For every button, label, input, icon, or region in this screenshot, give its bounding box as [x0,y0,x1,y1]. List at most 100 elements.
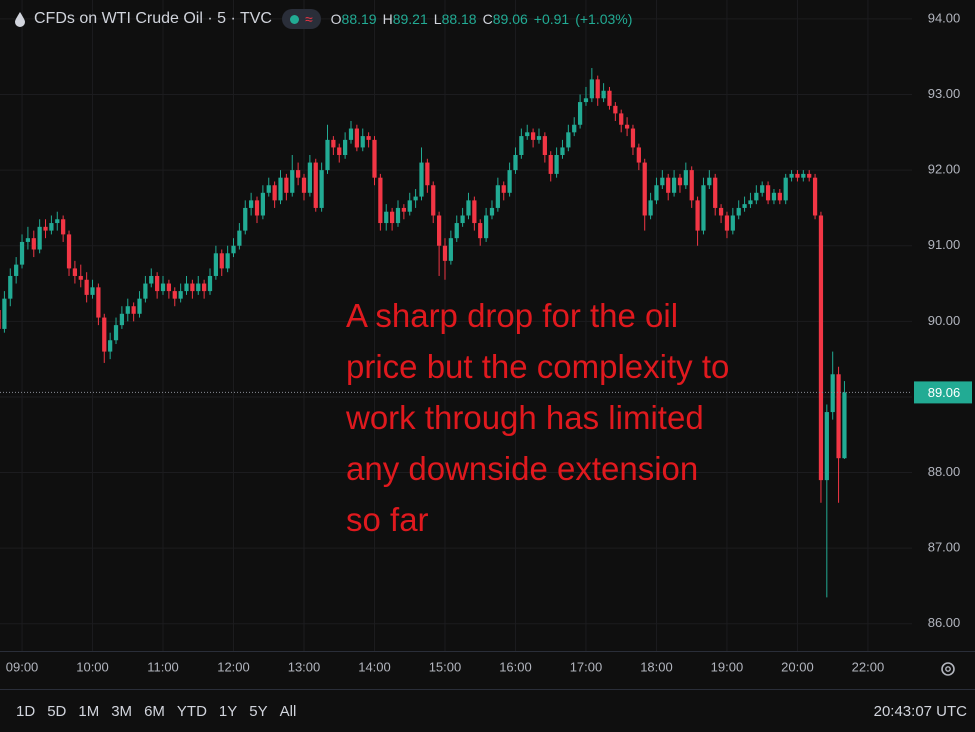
candle-body [730,215,735,231]
candle-body [771,192,777,201]
candle-body [366,136,371,140]
candle-body [31,238,36,250]
candle-body [25,238,31,242]
candle-body [372,139,377,178]
candle-body [313,162,318,208]
y-tick-label: 94.00 [928,10,961,25]
candle-body [789,173,794,178]
candle-body [37,226,42,250]
candle-body [660,177,665,186]
candle-body [307,162,312,193]
settings-icon[interactable] [941,662,955,676]
candle-body [595,79,600,99]
x-tick-label: 18:00 [640,659,673,674]
candle-body [301,177,307,193]
candle-body [619,113,624,125]
x-tick-label: 17:00 [570,659,603,674]
ohlc-label: O [330,11,342,27]
candle-body [8,275,13,299]
range-button[interactable]: 1D [16,703,36,720]
candle-body [812,177,818,216]
candle-body [701,185,706,231]
candle-body [72,268,78,276]
range-button[interactable]: 5Y [249,703,268,720]
symbol-title: CFDs on WTI Crude Oil · 5 · TVC [34,10,272,27]
candle-body [66,234,72,269]
header: CFDs on WTI Crude Oil · 5 · TVC ≈ O 88.19… [14,9,638,29]
candle-body [448,238,453,261]
candle-body [266,185,271,193]
y-tick-label: 86.00 [928,615,961,630]
y-tick-label: 93.00 [928,86,961,101]
y-tick-label: 88.00 [928,464,961,479]
annotation-line: work through has limited [346,399,704,436]
candle-body [207,275,213,292]
candle-body [243,207,248,231]
candle-body [219,253,224,269]
candle-body [290,170,295,193]
candle-body [260,192,265,216]
candle-body [348,128,354,140]
candle-body [654,185,659,201]
candle-body [671,177,677,193]
candle-body [0,310,1,329]
candle-body [254,200,260,216]
candle-body [713,177,718,208]
candle-body [84,279,89,295]
candle-body [419,162,424,197]
candle-body [583,98,589,103]
candle-body [401,207,406,212]
range-button[interactable]: 6M [144,703,165,720]
candle-body [343,139,348,155]
candle-body [630,128,636,148]
candle-body [149,275,154,284]
candle-body [736,207,741,216]
status-pill[interactable]: ≈ [281,9,321,29]
candle-body [613,105,618,114]
candle-body [636,147,641,163]
annotation: A sharp drop for the oil price but the co… [346,290,729,545]
ohlc-value: 88.18 [441,11,477,27]
clock: 20:43:07 UTC [873,703,967,720]
candle-body [278,177,283,201]
candle-body [360,136,365,148]
candle-body [483,215,489,239]
candle-body [196,283,201,292]
candle-body [601,90,606,99]
x-tick-label: 16:00 [499,659,532,674]
candle-body [572,124,577,133]
candle-body [413,196,418,201]
candle-body [466,200,471,216]
candle-body [530,132,536,140]
range-button[interactable]: 1M [78,703,100,720]
range-button[interactable]: 3M [111,703,133,720]
drop-icon [15,12,25,27]
candle-body [489,207,495,216]
candle-body [801,173,806,178]
candle-body [296,170,301,178]
candle-body [237,230,242,246]
x-tick-label: 12:00 [217,659,250,674]
candle-body [454,223,459,239]
candle-body [795,173,800,178]
candle-body [61,219,66,235]
range-button[interactable]: 1Y [218,703,238,720]
candle-body [548,155,553,174]
candle-body [49,223,54,231]
candle-body [542,136,547,155]
range-button[interactable]: YTD [176,703,207,720]
candle-body [178,291,183,299]
candle-body [19,241,25,265]
range-button[interactable]: All [279,703,297,720]
range-button[interactable]: 5D [47,703,67,720]
annotation-line: price but the complexity to [346,348,730,385]
candle-body [442,245,448,261]
candle-body [589,79,594,99]
candle-body [577,102,583,125]
candle-body [184,283,189,292]
y-tick-label: 91.00 [928,237,961,252]
candle-body [783,177,788,201]
x-tick-label: 11:00 [147,659,179,674]
candle-body [14,264,19,276]
candle-body [624,124,630,129]
